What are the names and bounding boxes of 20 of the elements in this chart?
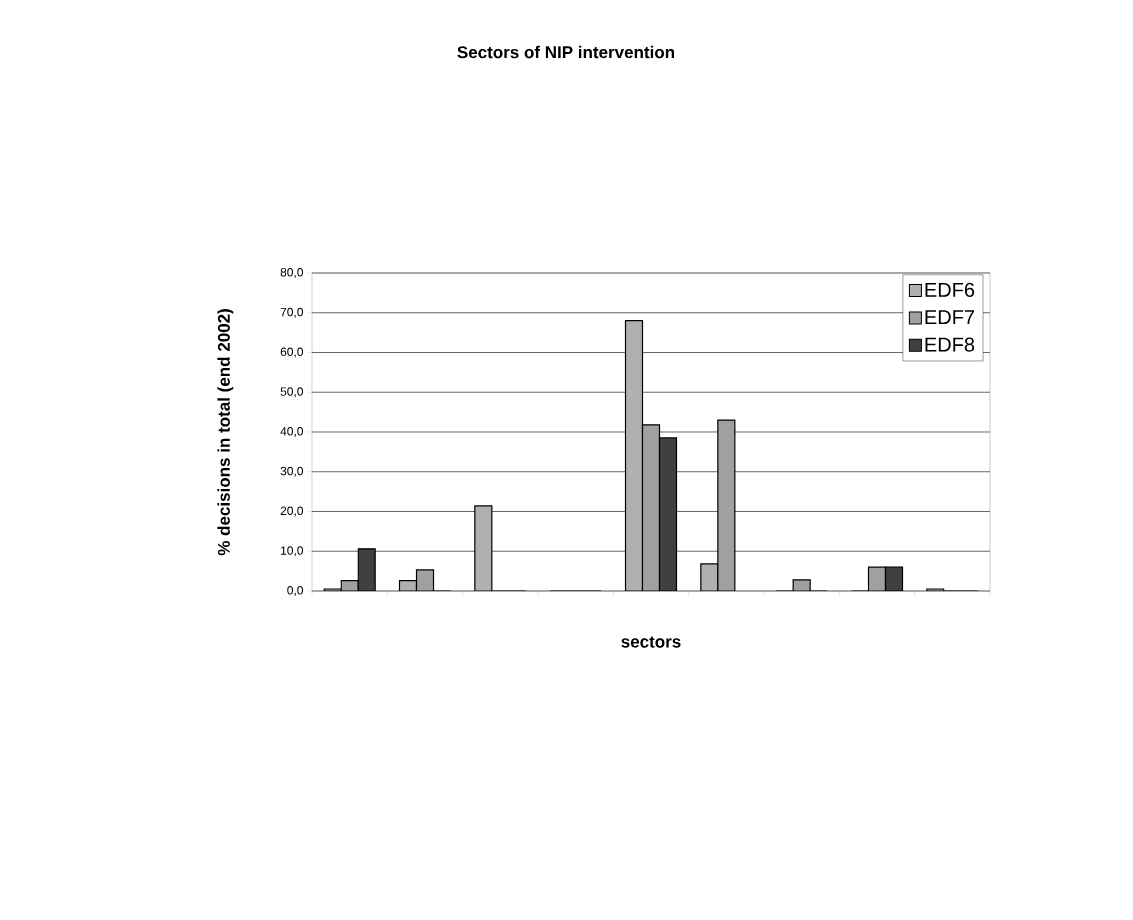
y-tick-label: 20,0 xyxy=(280,506,304,517)
legend-label: EDF6 xyxy=(925,282,975,297)
bar xyxy=(658,437,678,591)
y-tick-label: 30,0 xyxy=(280,466,304,477)
y-tick-label: 10,0 xyxy=(281,546,304,557)
y-tick-label: 60,0 xyxy=(280,347,304,358)
bar xyxy=(641,424,661,591)
x-axis-title: sectors xyxy=(621,636,681,648)
bar xyxy=(474,505,493,591)
y-tick-label: 80,0 xyxy=(280,268,304,278)
y-tick-label: 0,0 xyxy=(287,586,304,596)
chart-title: Sectors of NIP intervention xyxy=(457,45,675,59)
y-tick-label: 40,0 xyxy=(280,427,304,437)
legend-label: EDF8 xyxy=(925,337,975,352)
bar xyxy=(717,419,736,591)
y-tick-label: 50,0 xyxy=(280,387,304,398)
bar xyxy=(624,320,644,591)
y-tick-label: 70,0 xyxy=(280,307,304,318)
y-axis-title: % decisions in total (end 2002) xyxy=(217,309,234,556)
legend-label: EDF7 xyxy=(925,310,975,325)
